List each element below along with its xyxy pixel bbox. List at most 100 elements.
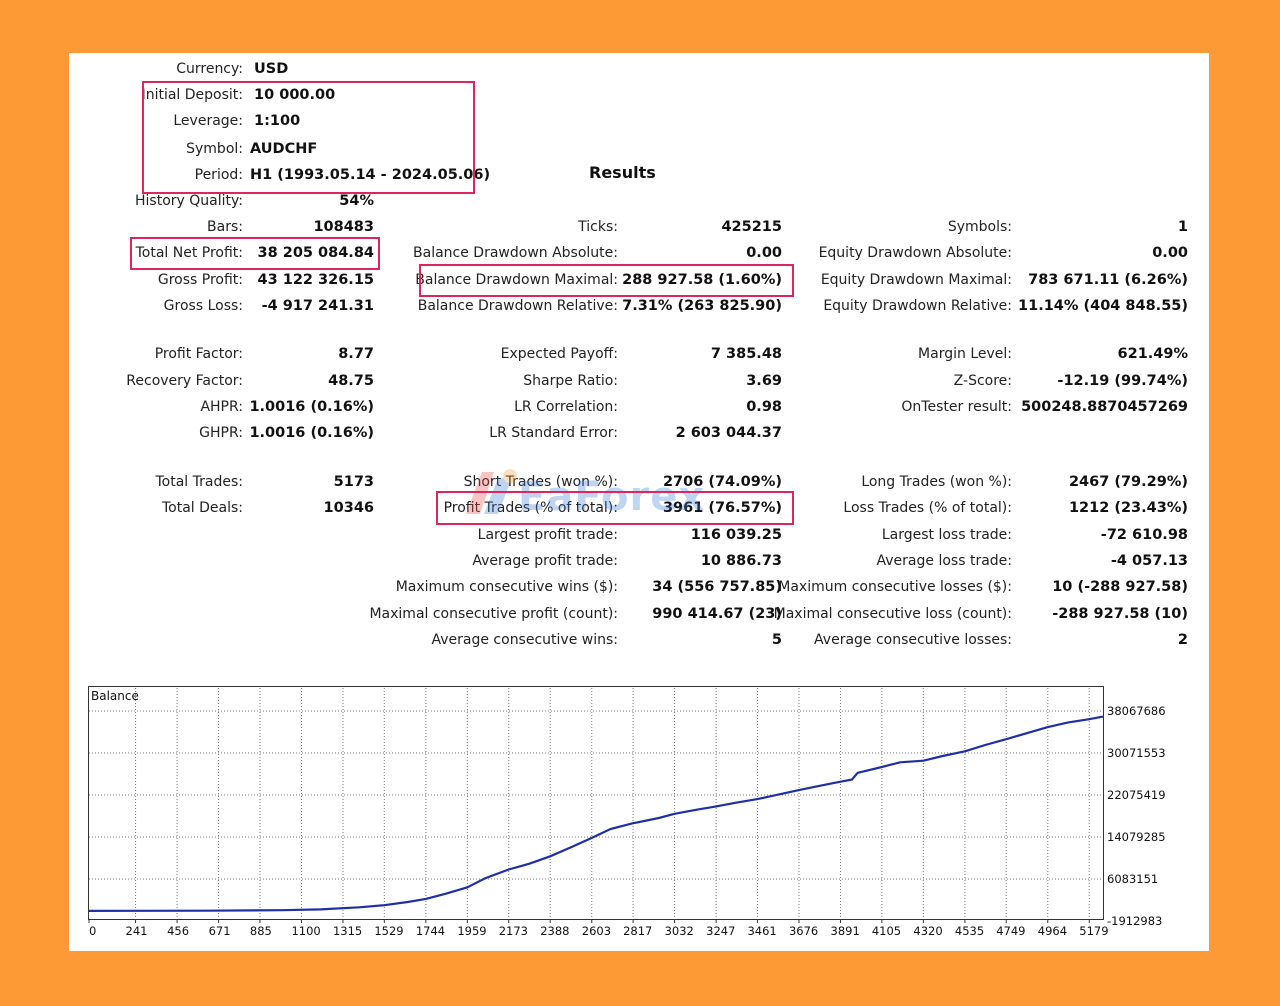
leverage-label: Leverage: xyxy=(173,113,243,129)
equity-drawdown-maximal-label: Equity Drawdown Maximal: xyxy=(820,272,1012,288)
balance-drawdown-relative-value: 7.31% (263 825.90) xyxy=(622,298,782,314)
total-deals-value: 10346 xyxy=(323,500,374,516)
symbol-label: Symbol: xyxy=(186,141,243,157)
x-tick-label: 4320 xyxy=(913,924,942,938)
balance-drawdown-relative-label: Balance Drawdown Relative: xyxy=(417,298,618,314)
x-tick-label: 5179 xyxy=(1079,924,1108,938)
short-trades-label: Short Trades (won %): xyxy=(463,474,618,490)
lr-correlation-value: 0.98 xyxy=(746,399,782,415)
ticks-label: Ticks: xyxy=(578,219,618,235)
balance-drawdown-absolute-value: 0.00 xyxy=(746,245,782,261)
ahpr-value: 1.0016 (0.16%) xyxy=(249,399,374,415)
y-tick-label: 30071553 xyxy=(1107,746,1166,760)
x-tick-label: 3032 xyxy=(665,924,694,938)
y-tick-label: 38067686 xyxy=(1107,704,1166,718)
y-tick-label: 14079285 xyxy=(1107,830,1166,844)
recovery-factor-value: 48.75 xyxy=(328,373,374,389)
long-trades-label: Long Trades (won %): xyxy=(861,474,1012,490)
average-consecutive-wins-label: Average consecutive wins: xyxy=(431,632,618,648)
max-consecutive-losses-label: Maximum consecutive losses ($): xyxy=(778,579,1012,595)
leverage-value: 1:100 xyxy=(254,113,301,129)
largest-profit-trade-label: Largest profit trade: xyxy=(477,527,618,543)
sharpe-ratio-label: Sharpe Ratio: xyxy=(523,373,618,389)
x-tick-label: 4535 xyxy=(955,924,984,938)
equity-drawdown-maximal-value: 783 671.11 (6.26%) xyxy=(1028,272,1188,288)
gross-profit-label: Gross Profit: xyxy=(157,272,243,288)
gross-loss-value: -4 917 241.31 xyxy=(261,298,374,314)
total-net-profit-label: Total Net Profit: xyxy=(135,245,243,261)
average-consecutive-wins-value: 5 xyxy=(771,632,782,648)
equity-drawdown-relative-label: Equity Drawdown Relative: xyxy=(823,298,1012,314)
x-tick-label: 3676 xyxy=(789,924,818,938)
average-loss-trade-value: -4 057.13 xyxy=(1110,553,1188,569)
x-tick-label: 2388 xyxy=(540,924,569,938)
z-score-value: -12.19 (99.74%) xyxy=(1057,373,1188,389)
history-quality-value: 54% xyxy=(339,193,374,209)
x-tick-label: 1744 xyxy=(416,924,445,938)
x-tick-label: 1959 xyxy=(457,924,486,938)
max-consecutive-losses-value: 10 (-288 927.58) xyxy=(1052,579,1188,595)
total-net-profit-value: 38 205 084.84 xyxy=(257,245,375,261)
bars-label: Bars: xyxy=(207,219,243,235)
x-tick-label: 4749 xyxy=(996,924,1025,938)
profit-factor-label: Profit Factor: xyxy=(154,346,243,362)
x-tick-label: 2817 xyxy=(623,924,652,938)
symbols-value: 1 xyxy=(1177,219,1188,235)
average-profit-trade-value: 10 886.73 xyxy=(700,553,782,569)
x-tick-label: 1100 xyxy=(291,924,320,938)
margin-level-label: Margin Level: xyxy=(918,346,1012,362)
equity-drawdown-absolute-value: 0.00 xyxy=(1152,245,1188,261)
initial-deposit-value: 10 000.00 xyxy=(254,87,336,103)
largest-loss-trade-label: Largest loss trade: xyxy=(881,527,1012,543)
x-tick-label: 2603 xyxy=(582,924,611,938)
x-tick-label: 671 xyxy=(209,924,231,938)
ahpr-label: AHPR: xyxy=(200,399,243,415)
max-consecutive-wins-value: 34 (556 757.85) xyxy=(652,579,782,595)
balance-chart-frame xyxy=(88,686,1104,920)
equity-drawdown-relative-value: 11.14% (404 848.55) xyxy=(1018,298,1188,314)
y-tick-label: -1912983 xyxy=(1107,914,1162,928)
sharpe-ratio-value: 3.69 xyxy=(746,373,782,389)
profit-trades-value: 3961 (76.57%) xyxy=(662,500,782,516)
long-trades-value: 2467 (79.29%) xyxy=(1068,474,1188,490)
initial-deposit-label: Initial Deposit: xyxy=(141,87,243,103)
x-tick-label: 3247 xyxy=(706,924,735,938)
loss-trades-label: Loss Trades (% of total): xyxy=(843,500,1012,516)
x-tick-label: 885 xyxy=(250,924,272,938)
x-tick-label: 0 xyxy=(89,924,96,938)
average-consecutive-losses-value: 2 xyxy=(1177,632,1188,648)
ghpr-label: GHPR: xyxy=(199,425,243,441)
symbol-value: AUDCHF xyxy=(250,141,318,157)
y-tick-label: 22075419 xyxy=(1107,788,1166,802)
loss-trades-value: 1212 (23.43%) xyxy=(1068,500,1188,516)
bars-value: 108483 xyxy=(313,219,374,235)
max-consecutive-wins-label: Maximum consecutive wins ($): xyxy=(395,579,618,595)
expected-payoff-label: Expected Payoff: xyxy=(500,346,618,362)
ontester-result-label: OnTester result: xyxy=(901,399,1012,415)
balance-line xyxy=(88,715,1104,913)
equity-drawdown-absolute-label: Equity Drawdown Absolute: xyxy=(818,245,1012,261)
ticks-value: 425215 xyxy=(721,219,782,235)
margin-level-value: 621.49% xyxy=(1117,346,1188,362)
results-title: Results xyxy=(589,163,656,182)
gross-loss-label: Gross Loss: xyxy=(163,298,243,314)
symbols-label: Symbols: xyxy=(947,219,1012,235)
maximal-consecutive-profit-label: Maximal consecutive profit (count): xyxy=(369,606,618,622)
average-loss-trade-label: Average loss trade: xyxy=(876,553,1012,569)
x-tick-label: 241 xyxy=(126,924,148,938)
x-tick-label: 1315 xyxy=(333,924,362,938)
total-deals-label: Total Deals: xyxy=(161,500,243,516)
average-profit-trade-label: Average profit trade: xyxy=(472,553,618,569)
z-score-label: Z-Score: xyxy=(953,373,1012,389)
total-trades-label: Total Trades: xyxy=(155,474,244,490)
lr-correlation-label: LR Correlation: xyxy=(514,399,618,415)
expected-payoff-value: 7 385.48 xyxy=(710,346,782,362)
lr-standard-error-label: LR Standard Error: xyxy=(489,425,618,441)
x-tick-label: 4105 xyxy=(872,924,901,938)
period-value: H1 (1993.05.14 - 2024.05.06) xyxy=(250,167,491,183)
maximal-consecutive-loss-label: Maximal consecutive loss (count): xyxy=(773,606,1012,622)
currency-value: USD xyxy=(254,61,289,77)
x-tick-label: 2173 xyxy=(499,924,528,938)
history-quality-label: History Quality: xyxy=(135,193,243,209)
